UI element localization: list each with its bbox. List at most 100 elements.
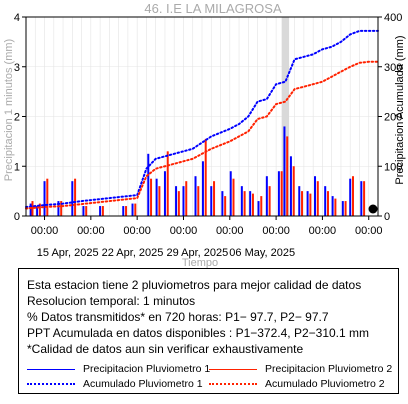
precip-bar	[334, 198, 337, 216]
info-line-quality: *Calidad de datos aun sin verificar exha…	[27, 342, 304, 356]
axes: 0 1 2 3 4 0 100 200 300 400 00:00 00:00 00:00 00:00 00…	[14, 12, 402, 259]
info-line-resolution: Resolucion temporal: 1 minutos	[27, 294, 196, 308]
cumulative-lines	[25, 29, 379, 210]
precip-bar	[204, 138, 207, 216]
precip-bar	[29, 203, 32, 216]
precip-bar	[85, 206, 88, 216]
y-tick-label-left: 0	[14, 211, 20, 223]
precip-bar	[331, 196, 334, 216]
y-tick-label-right: 300	[384, 62, 402, 74]
precip-bar	[324, 186, 327, 216]
precip-bar	[213, 181, 216, 216]
highlight-band	[281, 17, 290, 216]
legend-swatch-p1-bar	[27, 368, 75, 370]
precip-bar	[360, 181, 363, 216]
precip-bar	[99, 206, 102, 216]
precip-bar	[351, 176, 354, 216]
precip-bar	[341, 201, 344, 216]
chart-title: 46. I.E LA MILAGROSA	[144, 1, 282, 16]
info-panel: Esta estacion tiene 2 pluviometros para …	[18, 268, 399, 394]
y-tick-label-right: 100	[384, 161, 402, 173]
legend-label-p1-acc: Acumulado Pluviometro 1	[83, 378, 203, 390]
precip-bar	[232, 178, 235, 216]
precip-bar	[286, 136, 289, 216]
highlight-band-rect	[281, 17, 290, 216]
precip-bar	[229, 171, 232, 216]
precip-bar	[249, 191, 252, 216]
legend-swatch-p2-acc	[209, 383, 257, 385]
precip-bar	[60, 201, 63, 216]
x-tick-label-time: 00:00	[31, 225, 59, 237]
x-tick-label-time: 00:00	[309, 225, 337, 237]
precip-bar	[155, 178, 158, 216]
legend-item-p1-acc: Acumulado Pluviometro 1	[27, 378, 203, 390]
y-axis-right-label: Precipitacion Acumulada (mm)	[394, 35, 406, 184]
legend-item-p1-bar: Precipitacion Pluviometro 1	[27, 363, 210, 375]
precip-bar	[31, 201, 34, 216]
precip-bar	[175, 186, 178, 216]
precip-bar	[201, 161, 204, 216]
precip-bar	[125, 206, 128, 216]
precip-bar	[280, 171, 283, 216]
precip-bar	[260, 196, 263, 216]
precip-bar	[71, 181, 74, 216]
precip-bar	[221, 191, 224, 216]
precip-bar	[197, 186, 200, 216]
x-tick-label-date: 22 Apr, 2025	[102, 247, 164, 259]
precip-bar	[185, 181, 188, 216]
info-line-stations: Esta estacion tiene 2 pluviometros para …	[27, 278, 362, 292]
precip-bar	[314, 176, 317, 216]
x-tick-label-time: 00:00	[355, 225, 383, 237]
legend-swatch-p2-bar	[209, 368, 257, 370]
precip-bar	[131, 203, 134, 216]
precip-bar	[134, 203, 137, 216]
legend-swatch-p1-acc	[27, 383, 75, 385]
precip-bar	[268, 186, 271, 216]
y-tick-label-right: 400	[384, 12, 402, 24]
y-tick-label-right: 0	[384, 211, 390, 223]
x-tick-label-date: 06 May, 2025	[229, 247, 295, 259]
y-tick-label-right: 200	[384, 112, 402, 124]
legend-row-acc: Acumulado Pluviometro 1 Acumulado Pluvio…	[27, 378, 392, 392]
legend-item-p2-bar: Precipitacion Pluviometro 2	[209, 363, 392, 375]
precip-bar	[309, 193, 312, 216]
precip-bar	[210, 186, 213, 216]
x-tick-label-date: 29 Apr, 2025	[166, 247, 228, 259]
rainfall-chart: 46. I.E LA MILAGROSA 0123401002003004000…	[3, 1, 406, 268]
precip-bar	[74, 178, 77, 216]
info-line-transmitted: % Datos transmitidos* en 720 horas: P1− …	[27, 310, 329, 324]
precip-bar	[363, 181, 366, 216]
precip-bar	[306, 191, 309, 216]
precip-bar	[265, 176, 268, 216]
x-tick-label-time: 00:00	[77, 225, 105, 237]
legend-label-p2-acc: Acumulado Pluviometro 2	[265, 378, 385, 390]
y-axis-left-label: Precipitacion 1 minutos (mm)	[3, 39, 15, 181]
precip-bar	[57, 201, 60, 216]
legend-item-p2-acc: Acumulado Pluviometro 2	[209, 378, 385, 390]
precip-bar	[147, 153, 150, 216]
precip-bar	[289, 156, 292, 216]
status-dot	[368, 204, 378, 214]
precip-bar	[158, 186, 161, 216]
precip-bar	[82, 206, 85, 216]
precip-bar	[292, 166, 295, 216]
x-tick-label-time: 00:00	[262, 225, 290, 237]
legend-label-p2-bar: Precipitacion Pluviometro 2	[265, 363, 393, 375]
precip-bar	[257, 201, 260, 216]
y-tick-label-left: 1	[14, 161, 20, 173]
precip-bar	[182, 186, 185, 216]
precip-bar	[194, 176, 197, 216]
precip-bar	[46, 178, 49, 216]
precip-bar	[177, 191, 180, 216]
precip-bar	[38, 203, 41, 216]
info-line-accumulated: PPT Acumulada en datos disponibles : P1−…	[27, 326, 369, 340]
legend-label-p1-bar: Precipitacion Pluviometro 1	[83, 363, 211, 375]
precip-bar	[150, 178, 153, 216]
precip-bar	[251, 193, 254, 216]
precip-bar	[326, 191, 329, 216]
cumulative-line	[25, 29, 379, 208]
precip-bar	[43, 181, 46, 216]
precip-bar	[122, 206, 125, 216]
x-tick-label-time: 00:00	[170, 225, 198, 237]
y-tick-label-left: 3	[14, 62, 20, 74]
